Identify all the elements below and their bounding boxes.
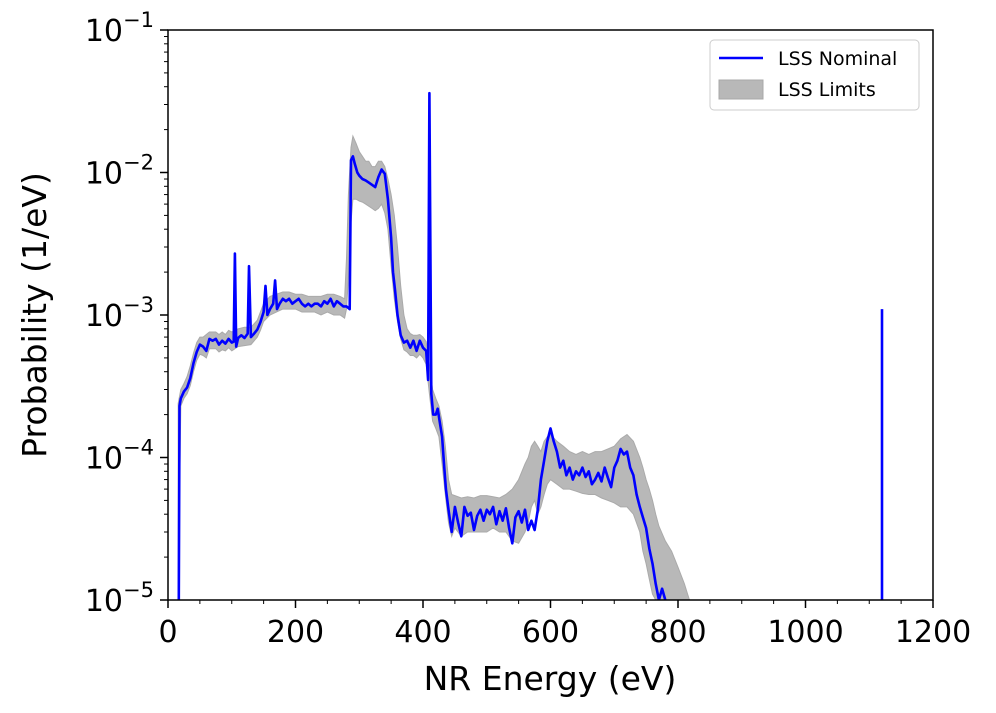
plot-frame: [167, 29, 934, 601]
plot-area: [168, 30, 933, 600]
x-tick-label: 400: [394, 615, 451, 650]
x-tick-label: 0: [158, 615, 177, 650]
legend-label-limits: LSS Limits: [778, 79, 876, 101]
x-tick-label: 600: [522, 615, 579, 650]
y-tick-label: 10−3: [85, 293, 154, 334]
x-tick-label: 1000: [767, 615, 843, 650]
legend-swatch-limits: [718, 79, 764, 100]
y-tick-label: 10−5: [85, 578, 154, 619]
x-tick-label: 200: [267, 615, 324, 650]
x-axis-title: NR Energy (eV): [424, 659, 677, 698]
series-layer: [177, 91, 884, 600]
ticks-layer: 0 200 400 600 800 1000 1200 10−5 10−4 10−3 10−2 10−…: [85, 8, 971, 650]
x-tick-label: 800: [649, 615, 706, 650]
y-axis-title: Probability (1/eV): [15, 172, 54, 458]
series-line-lss-nominal: [177, 91, 667, 600]
x-tick-label: 1200: [895, 615, 971, 650]
y-tick-label: 10−1: [85, 8, 154, 49]
y-tick-label: 10−4: [85, 436, 154, 477]
legend: LSS Nominal LSS Limits: [709, 39, 920, 111]
y-tick-label: 10−2: [85, 151, 154, 192]
legend-label-nominal: LSS Nominal: [778, 48, 897, 70]
